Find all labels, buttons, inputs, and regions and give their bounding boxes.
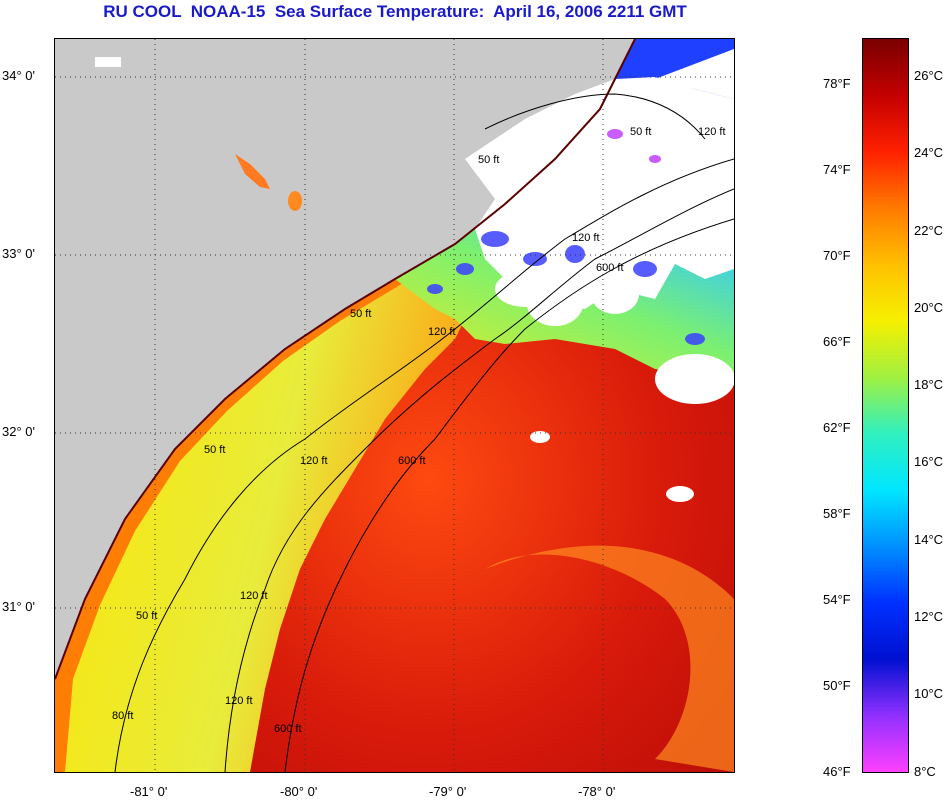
contour-label: 50 ft (204, 444, 226, 456)
colorbar-f-label: 62°F (823, 420, 851, 435)
contour-label: 120 ft (428, 326, 456, 338)
colorbar-c-label: 20°C (914, 300, 944, 315)
lon-label: -81° 0' (130, 784, 168, 799)
warm-eddy (485, 545, 734, 772)
contour-label: 120 ft (572, 232, 600, 244)
colorbar-f-label: 58°F (823, 506, 851, 521)
colorbar-c-label: 22°C (914, 223, 944, 238)
coastline (55, 39, 636, 680)
shelf-water (55, 239, 485, 772)
colorbar-c-label: 14°C (914, 532, 944, 547)
contour-label: 120 ft (300, 455, 328, 467)
colorbar-c-label: 12°C (914, 609, 944, 624)
contour-label: 600 ft (596, 262, 624, 274)
colorbar-f-label: 46°F (823, 764, 851, 779)
contour-label: 120 ft (225, 695, 253, 707)
colorbar-f-label: 74°F (823, 162, 851, 177)
colorbar-c-label: 24°C (914, 145, 944, 160)
colorbar-c-label: 26°C (914, 68, 944, 83)
sst-map-canvas (55, 39, 734, 772)
temperature-colorbar (862, 38, 909, 773)
coastal-island (235, 154, 270, 189)
contour-label: 600 ft (398, 455, 426, 467)
contour-label: 120 ft (698, 126, 726, 138)
coastal-band (55, 244, 455, 772)
map-title: RU COOL NOAA-15 Sea Surface Temperature:… (103, 2, 687, 21)
contour-label: 50 ft (478, 154, 500, 166)
cold-patches (427, 129, 705, 345)
colorbar-c-label: 8°C (914, 764, 936, 779)
colorbar-c-label: 10°C (914, 686, 944, 701)
lon-label: -80° 0' (280, 784, 318, 799)
colorbar-c-label: 16°C (914, 454, 944, 469)
colorbar-f-label: 66°F (823, 334, 851, 349)
lat-label: 31° 0' (2, 599, 35, 614)
contour-label: 600 ft (274, 723, 302, 735)
colorbar-f-label: 54°F (823, 592, 851, 607)
colorbar-c-label: 18°C (914, 377, 944, 392)
contour-label: 50 ft (136, 610, 158, 622)
contour-label: 120 ft (240, 590, 268, 602)
colorbar-f-label: 50°F (823, 678, 851, 693)
lon-label: -79° 0' (429, 784, 467, 799)
contour-label: 50 ft (630, 126, 652, 138)
lat-label: 33° 0' (2, 246, 35, 261)
colorbar-f-label: 70°F (823, 248, 851, 263)
sst-map[interactable] (54, 38, 735, 773)
graticule (55, 39, 734, 772)
colorbar-f-label: 78°F (823, 76, 851, 91)
lon-label: -78° 0' (578, 784, 616, 799)
contour-label: 80 ft (112, 710, 134, 722)
island-patch (288, 191, 302, 211)
lat-label: 32° 0' (2, 424, 35, 439)
bathymetry-contours (114, 93, 734, 772)
contour-label: 50 ft (350, 308, 372, 320)
lat-label: 34° 0' (2, 68, 35, 83)
